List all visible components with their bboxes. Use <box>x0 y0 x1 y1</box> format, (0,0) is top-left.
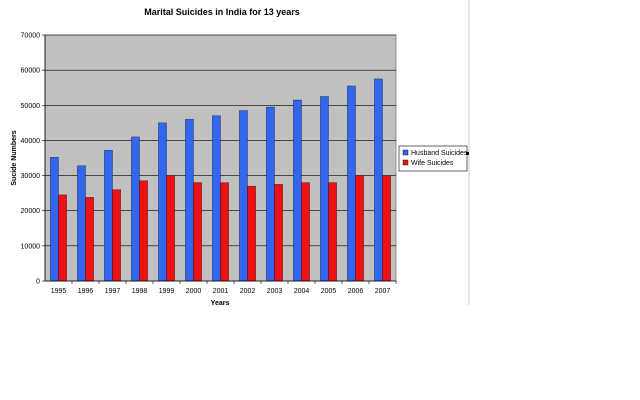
y-tick-label: 70000 <box>21 33 41 40</box>
chart-title: Marital Suicides in India for 13 years <box>144 7 300 17</box>
legend-label-husband: Husband Suicides <box>411 150 468 157</box>
husband-bar-2007 <box>374 78 383 282</box>
wife-bar-1998 <box>139 180 148 282</box>
husband-bar-1997 <box>104 150 113 282</box>
x-tick-label: 1995 <box>51 288 67 295</box>
wife-bar-1999 <box>166 175 175 282</box>
husband-bar-1999 <box>158 122 167 282</box>
x-tick-label: 2007 <box>375 288 391 295</box>
husband-bar-2003 <box>266 106 275 282</box>
husband-bar-2001 <box>212 115 221 282</box>
wife-bar-2006 <box>355 175 364 282</box>
wife-bar-2002 <box>247 185 256 282</box>
x-tick-label: 1996 <box>78 288 94 295</box>
husband-bar-1995 <box>50 157 59 282</box>
x-tick-label: 2006 <box>348 288 364 295</box>
legend-swatch-wife <box>402 159 409 166</box>
y-tick-label: 10000 <box>21 243 41 250</box>
x-tick-label: 2000 <box>186 288 202 295</box>
y-tick-label: 50000 <box>21 103 41 110</box>
wife-bar-2000 <box>193 182 202 282</box>
y-axis-ticks: 0 10000 20000 30000 40000 50000 60000 70000 <box>21 33 45 286</box>
husband-bar-2000 <box>185 119 194 282</box>
x-tick-label: 1999 <box>159 288 175 295</box>
husband-bar-2004 <box>293 99 302 282</box>
y-axis-label: Sucide Numbers <box>11 130 18 185</box>
wife-bar-2003 <box>274 184 283 282</box>
wife-bar-1996 <box>85 197 94 282</box>
x-axis-ticks: 1995 1996 1997 1998 1999 2000 2001 2002 2003 2004… <box>51 281 397 295</box>
x-axis-label: Years <box>211 300 230 307</box>
husband-bar-2006 <box>347 85 356 282</box>
y-tick-label: 60000 <box>21 68 41 75</box>
y-tick-label: 0 <box>36 279 40 286</box>
husband-bar-2002 <box>239 110 248 282</box>
legend: Husband Suicides Wife Suicides <box>398 145 468 172</box>
x-tick-label: 2001 <box>213 288 229 295</box>
legend-label-wife: Wife Suicides <box>411 160 454 167</box>
wife-bar-2005 <box>328 182 337 282</box>
legend-swatch-husband <box>402 149 409 156</box>
x-tick-label: 1998 <box>132 288 148 295</box>
x-tick-label: 2003 <box>267 288 283 295</box>
wife-bar-1997 <box>112 189 121 282</box>
wife-bar-1995 <box>58 194 67 282</box>
wife-bar-2004 <box>301 182 310 282</box>
husband-bar-2005 <box>320 96 329 282</box>
x-tick-label: 2004 <box>294 288 310 295</box>
legend-handle <box>466 152 469 155</box>
y-tick-label: 30000 <box>21 173 41 180</box>
wife-bar-2007 <box>382 175 391 282</box>
bars <box>50 78 391 282</box>
y-tick-label: 40000 <box>21 138 41 145</box>
husband-bar-1998 <box>131 136 140 282</box>
x-tick-label: 2002 <box>240 288 256 295</box>
wife-bar-2001 <box>220 182 229 282</box>
x-tick-label: 2005 <box>321 288 337 295</box>
x-tick-label: 1997 <box>105 288 121 295</box>
y-tick-label: 20000 <box>21 208 41 215</box>
husband-bar-1996 <box>77 165 86 282</box>
legend-box <box>398 145 468 172</box>
